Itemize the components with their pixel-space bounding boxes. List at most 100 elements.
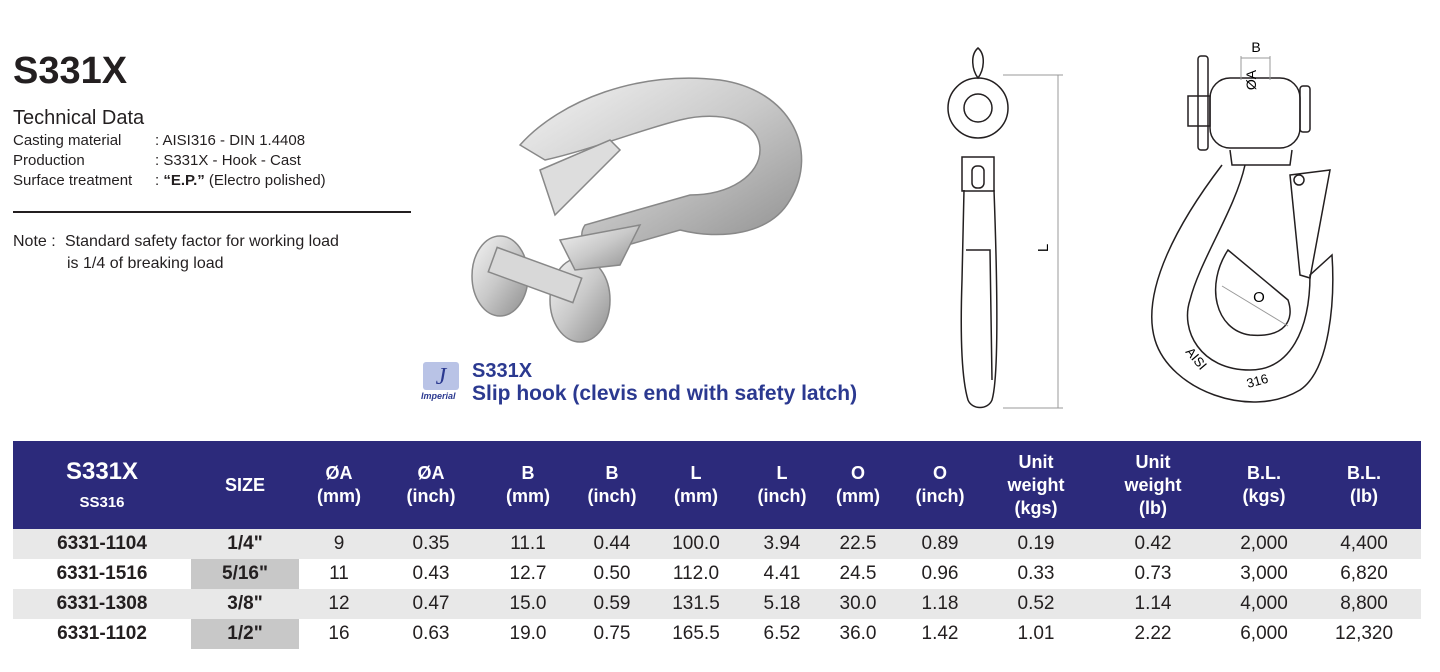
table-cell: 6,820 <box>1340 563 1388 584</box>
table-cell: 0.59 <box>573 589 651 619</box>
side-view-drawing <box>947 47 1063 409</box>
header-cell: Unit weight (lb) <box>1085 441 1221 529</box>
table-cell: 1.01 <box>1017 623 1055 644</box>
header-text: (kgs) <box>1242 486 1286 506</box>
table-cell: 100.0 <box>651 529 741 559</box>
table-cell: 0.35 <box>379 529 483 559</box>
table-cell: 4,400 <box>1307 529 1421 559</box>
table-row: 6331-1104 1/4" 9 0.35 11.1 0.44 100.0 3.94 22.5 0… <box>13 529 1421 559</box>
table-cell: 8,800 <box>1307 589 1421 619</box>
table-cell: 6,000 <box>1240 623 1288 644</box>
header-text: (mm) <box>317 486 361 506</box>
header-text: O <box>850 463 865 483</box>
header-cell: O (mm) <box>823 441 893 529</box>
table-cell: 0.63 <box>412 623 450 644</box>
table-cell: 5/16" <box>191 559 299 589</box>
header-text: O <box>932 463 947 483</box>
spec-value-part: (Electro polished) <box>204 172 326 189</box>
header-text: B.L. <box>1247 463 1281 483</box>
header-cell: B.L. (lb) <box>1307 441 1421 529</box>
table-cell: 3/8" <box>191 589 299 619</box>
product-code: S331X <box>472 360 533 382</box>
table-cell: 24.5 <box>839 563 877 584</box>
brand-name: Imperial <box>421 391 456 401</box>
header-cell: L (mm) <box>651 441 741 529</box>
table-cell: 0.42 <box>1085 529 1221 559</box>
table-cell: 0.75 <box>593 623 631 644</box>
header-text: S331X <box>65 457 139 485</box>
hook-photo <box>471 77 803 343</box>
table-cell: 12,320 <box>1334 623 1394 644</box>
table-cell: 12 <box>299 589 379 619</box>
table-cell: 131.5 <box>651 589 741 619</box>
table-cell: 0.47 <box>379 589 483 619</box>
table-cell: 0.52 <box>987 589 1085 619</box>
header-cell: ØA (mm) <box>299 441 379 529</box>
table-cell: 5.18 <box>741 589 823 619</box>
header-text: B.L. <box>1347 463 1381 483</box>
spec-value: : S331X - Hook - Cast <box>155 151 301 171</box>
table-cell: 0.44 <box>573 529 651 559</box>
table-row: 6331-1308 3/8" 12 0.47 15.0 0.59 131.5 5.18 30.0… <box>13 589 1421 619</box>
divider <box>13 211 411 213</box>
table-cell: 3,000 <box>1240 563 1288 584</box>
table-cell: 6.52 <box>763 623 801 644</box>
header-text: weight <box>1124 474 1182 495</box>
illustrations: L B ØA O AISI 316 J <box>423 39 1334 409</box>
header-text: (mm) <box>836 486 880 506</box>
table-cell: 30.0 <box>823 589 893 619</box>
table-cell: 2.22 <box>1134 623 1172 644</box>
spec-value-part: : S331X - Hook - Cast <box>155 152 301 169</box>
table-cell: 3.94 <box>741 529 823 559</box>
table-row: 6331-1516 5/16" 11 0.43 12.7 0.50 112.0 4.41 24.… <box>13 559 1421 589</box>
table-cell: 6331-1102 <box>57 623 147 644</box>
table-cell: 1.42 <box>921 623 959 644</box>
table-cell: 0.96 <box>921 563 959 584</box>
header-text: (kgs) <box>1014 497 1058 518</box>
header-text: ØA <box>417 463 445 483</box>
note-text: is 1/4 of breaking load <box>67 255 224 272</box>
dimension-label: ØA <box>1243 69 1259 90</box>
table-cell: 1/4" <box>191 529 299 559</box>
header-text: weight <box>1007 474 1065 495</box>
table-cell: 165.5 <box>672 623 720 644</box>
spec-value-part: : AISI316 - DIN 1.4408 <box>155 132 306 149</box>
table-cell: 112.0 <box>672 563 720 584</box>
table-cell: 16 <box>328 623 350 644</box>
table-cell: 11.1 <box>483 529 573 559</box>
header-cell: O (inch) <box>893 441 987 529</box>
table-cell: 0.89 <box>893 529 987 559</box>
header-text: B <box>605 463 619 483</box>
header-cell: S331X SS316 <box>13 441 191 529</box>
table-cell: 19.0 <box>509 623 547 644</box>
header-text: Unit <box>1018 451 1054 472</box>
spec-label: Production <box>13 152 85 169</box>
table-cell: 22.5 <box>823 529 893 559</box>
header-text: L <box>776 463 788 483</box>
header-text: B <box>521 463 535 483</box>
brand-logo: J <box>423 362 459 390</box>
table-cell: 4.41 <box>763 563 801 584</box>
table-cell: 1/2" <box>191 619 299 649</box>
engraving: 316 <box>1245 371 1270 391</box>
table-cell: 0.73 <box>1134 563 1172 584</box>
table-cell: 6331-1104 <box>13 529 191 559</box>
header-text: (mm) <box>506 486 550 506</box>
front-view-drawing <box>1151 55 1334 403</box>
header-cell: Unit weight (kgs) <box>987 441 1085 529</box>
table-cell: 36.0 <box>839 623 877 644</box>
dimension-label: B <box>1251 39 1260 55</box>
table-cell: 11 <box>329 563 349 584</box>
table-cell: 6331-1516 <box>56 563 148 584</box>
header-text: (inch) <box>406 486 456 506</box>
table-cell: 1.14 <box>1085 589 1221 619</box>
table-cell: 0.19 <box>987 529 1085 559</box>
product-name: Slip hook (clevis end with safety latch) <box>472 382 858 405</box>
table-cell: 9 <box>299 529 379 559</box>
table-cell: 4,000 <box>1221 589 1307 619</box>
dimension-label: O <box>1253 289 1265 306</box>
table-cell: 15.0 <box>483 589 573 619</box>
engraving: AISI <box>1183 344 1210 372</box>
header-cell: B (mm) <box>483 441 573 529</box>
header-text: (inch) <box>587 486 637 506</box>
